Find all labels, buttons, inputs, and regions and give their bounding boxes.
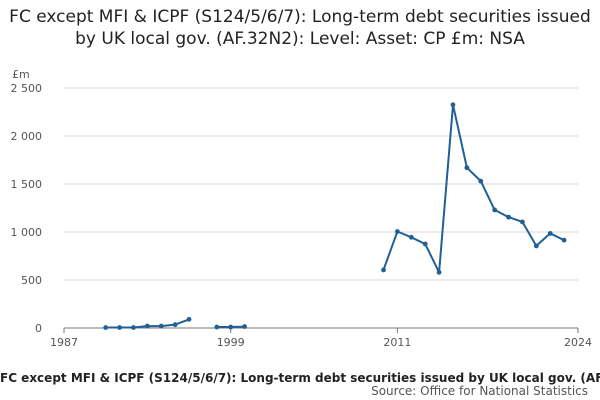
y-tick-label: 1 500 xyxy=(11,178,43,191)
data-point[interactable] xyxy=(450,102,456,108)
x-tick-label: 2024 xyxy=(564,336,592,349)
y-tick-label: 0 xyxy=(35,322,42,335)
data-point[interactable] xyxy=(422,241,428,247)
data-point[interactable] xyxy=(464,165,470,171)
data-point[interactable] xyxy=(547,231,553,236)
data-point[interactable] xyxy=(381,267,386,273)
data-point[interactable] xyxy=(186,316,192,322)
series-line-segment xyxy=(382,103,565,274)
data-point[interactable] xyxy=(228,324,234,330)
data-point[interactable] xyxy=(395,229,400,234)
footer-source: Source: Office for National Statistics xyxy=(371,384,588,398)
data-point[interactable] xyxy=(242,324,247,329)
data-point[interactable] xyxy=(214,324,220,330)
data-point[interactable] xyxy=(144,323,150,329)
data-point[interactable] xyxy=(158,323,164,329)
y-axis-unit-label: £m xyxy=(12,68,30,81)
gridlines xyxy=(64,87,578,281)
data-series xyxy=(103,102,567,330)
x-tick-label: 1987 xyxy=(50,336,78,349)
data-point[interactable] xyxy=(520,219,525,225)
data-point[interactable] xyxy=(172,322,178,328)
data-point[interactable] xyxy=(492,207,498,213)
footer-caption: FC except MFI & ICPF (S124/5/6/7): Long-… xyxy=(0,371,600,385)
data-point[interactable] xyxy=(561,237,567,243)
data-point[interactable] xyxy=(131,325,136,330)
data-point[interactable] xyxy=(478,178,484,184)
y-tick-label: 2 500 xyxy=(11,82,43,95)
x-tick-label: 1999 xyxy=(217,336,245,349)
y-tick-label: 500 xyxy=(21,274,42,287)
data-point[interactable] xyxy=(103,325,109,330)
data-point[interactable] xyxy=(436,269,442,275)
x-tick-label: 2011 xyxy=(383,336,411,349)
y-tick-label: 1 000 xyxy=(11,226,43,239)
y-tick-label: 2 000 xyxy=(11,130,43,143)
data-point[interactable] xyxy=(533,243,539,249)
axes: 0 500 1 000 1 500 2 000 2 500 1987 1999 2011 2024 xyxy=(11,82,593,349)
data-point[interactable] xyxy=(506,214,511,220)
data-point[interactable] xyxy=(408,234,414,240)
data-point[interactable] xyxy=(117,325,122,330)
chart-title: FC except MFI & ICPF (S124/5/6/7): Long-… xyxy=(9,7,591,49)
